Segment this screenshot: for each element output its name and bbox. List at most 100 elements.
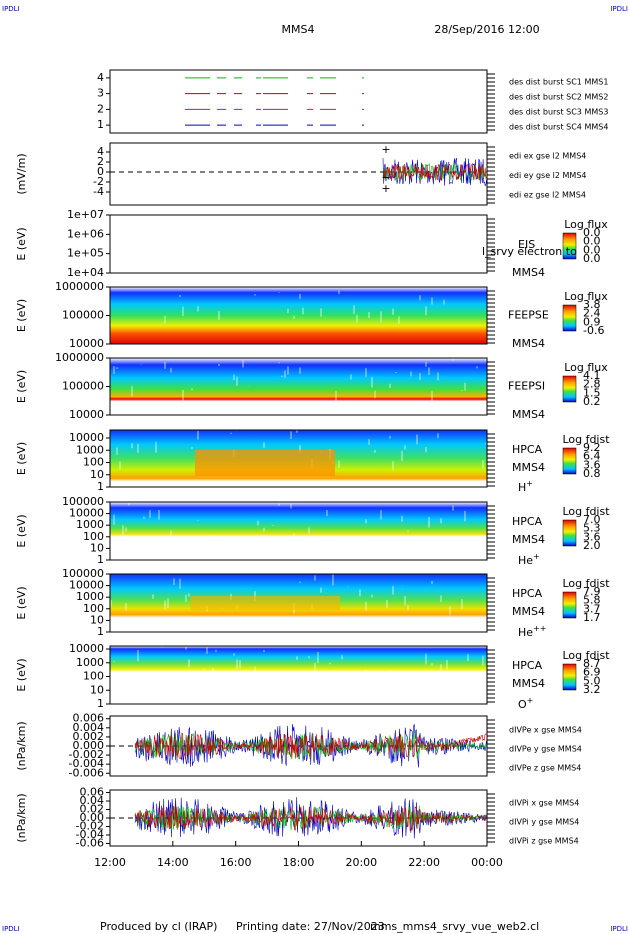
- spectrogram-texture: [440, 518, 442, 524]
- spectrogram-texture: [110, 599, 112, 608]
- spectrogram-texture: [185, 594, 187, 603]
- y-tick-label: 2: [97, 102, 104, 115]
- y-axis-label: E (eV): [15, 514, 28, 547]
- spectrogram-patch: [190, 596, 340, 610]
- spectrogram-texture: [308, 527, 310, 534]
- spectrogram-texture: [149, 510, 151, 518]
- spectrogram-texture: [287, 308, 289, 314]
- colorbar-label: Log fdist: [562, 433, 610, 446]
- marker: +: [381, 171, 390, 184]
- colorbar-tick-label: 0.2: [583, 395, 601, 408]
- y-tick-label: 10000: [69, 579, 104, 592]
- y-tick-label: 1: [97, 625, 104, 638]
- y-tick-label: 100000: [62, 309, 104, 322]
- colorbar-tick-label: 6.9: [583, 666, 601, 679]
- spectrogram-texture: [335, 390, 337, 402]
- spacecraft: MMS4: [512, 533, 545, 546]
- spectrogram: [110, 287, 487, 344]
- species: O+: [518, 696, 533, 712]
- panel-frame: [109, 214, 488, 274]
- spectrogram-texture: [302, 307, 304, 315]
- spectrogram-texture: [347, 586, 349, 588]
- spectrogram-texture: [395, 372, 397, 373]
- y-axis-label: E (eV): [15, 442, 28, 475]
- colorbar-tick-label: 0.0: [583, 243, 601, 256]
- spectrogram-texture: [341, 655, 343, 660]
- colorbar-tick-label: 0.9: [583, 315, 601, 328]
- marker: +: [381, 143, 390, 156]
- colorbar: [562, 375, 577, 403]
- spectrogram-texture: [254, 666, 256, 675]
- spectrogram-texture: [308, 656, 310, 659]
- colorbar: [562, 232, 577, 260]
- y-tick-label: -2: [93, 175, 104, 188]
- spectrogram-texture: [338, 460, 340, 468]
- y-tick-label: 3: [97, 87, 104, 100]
- spectrogram-texture: [485, 442, 487, 445]
- spectrogram-texture: [404, 445, 406, 450]
- spectrogram-texture: [266, 677, 268, 687]
- legend-entry: edi ez gse l2 MMS4: [509, 191, 586, 200]
- y-tick-label: -0.04: [76, 828, 104, 841]
- colorbar-label: Log fdist: [562, 505, 610, 518]
- y-axis-label: E (eV): [15, 586, 28, 619]
- colorbar-tick-label: 3.7: [583, 602, 601, 615]
- spectrogram-texture: [359, 589, 361, 597]
- spectrogram-texture: [374, 390, 376, 399]
- spectrogram-texture: [365, 368, 367, 377]
- y-tick-label: 0.02: [80, 803, 105, 816]
- y-tick-label: 1: [97, 480, 104, 493]
- y-tick-label: 10000: [69, 337, 104, 350]
- corner-mark: IPDLI: [610, 925, 628, 933]
- spectrogram-texture: [254, 294, 256, 296]
- panel-frame: [109, 501, 488, 561]
- spectrogram-texture: [188, 593, 190, 597]
- signal: [134, 805, 487, 832]
- colorbar-tick-label: 1.7: [583, 611, 601, 624]
- spectrogram-texture: [293, 533, 295, 543]
- spectrogram-texture: [206, 647, 208, 654]
- instrument: HPCA: [512, 659, 543, 672]
- y-tick-label: 4: [97, 145, 104, 158]
- colorbar-tick-label: 3.6: [583, 458, 601, 471]
- spectrogram-texture: [485, 359, 487, 361]
- spectrogram-texture: [371, 376, 373, 388]
- spectrogram-texture: [338, 290, 340, 295]
- signal: [382, 162, 487, 181]
- y-tick-label: 100: [83, 530, 104, 543]
- y-axis-label: (nPa/km): [15, 721, 28, 770]
- spacecraft: MMS4: [512, 461, 545, 474]
- spectrogram-texture: [296, 430, 298, 433]
- spectrogram-texture: [449, 606, 451, 616]
- spectrogram-texture: [365, 669, 367, 676]
- spectrogram-texture: [380, 311, 382, 323]
- spectrogram-texture: [236, 376, 238, 386]
- spectrogram-texture: [392, 585, 394, 595]
- spectrogram-texture: [173, 578, 175, 585]
- spectrogram-texture: [125, 527, 127, 533]
- spectrogram-texture: [425, 653, 427, 665]
- y-tick-label: 10: [90, 613, 104, 626]
- y-tick-label: 10000: [69, 507, 104, 520]
- corner-mark: IPDLI: [2, 925, 20, 933]
- y-axis-label: E (eV): [15, 227, 28, 260]
- species-charge: +: [533, 552, 540, 561]
- spectrogram-texture: [425, 306, 427, 316]
- spectrogram-texture: [329, 662, 331, 665]
- instrument: HPCA: [512, 515, 543, 528]
- spectrogram-texture: [431, 391, 433, 402]
- spectrogram-texture: [440, 595, 442, 602]
- marker: +: [381, 182, 390, 195]
- spectrogram-texture: [431, 580, 433, 585]
- species: He+: [518, 552, 540, 568]
- spectrogram-texture: [290, 431, 292, 440]
- spectrogram-texture: [482, 655, 484, 666]
- y-tick-label: 0.006: [73, 712, 105, 725]
- spectrogram-patch: [195, 450, 335, 476]
- spacecraft: MMS4: [512, 408, 545, 421]
- y-axis-label: (mV/m): [15, 153, 28, 194]
- y-tick-label: 100000: [62, 567, 104, 580]
- spectrogram-texture: [353, 305, 355, 315]
- y-tick-label: 100000: [62, 380, 104, 393]
- spectrogram-texture: [446, 660, 448, 670]
